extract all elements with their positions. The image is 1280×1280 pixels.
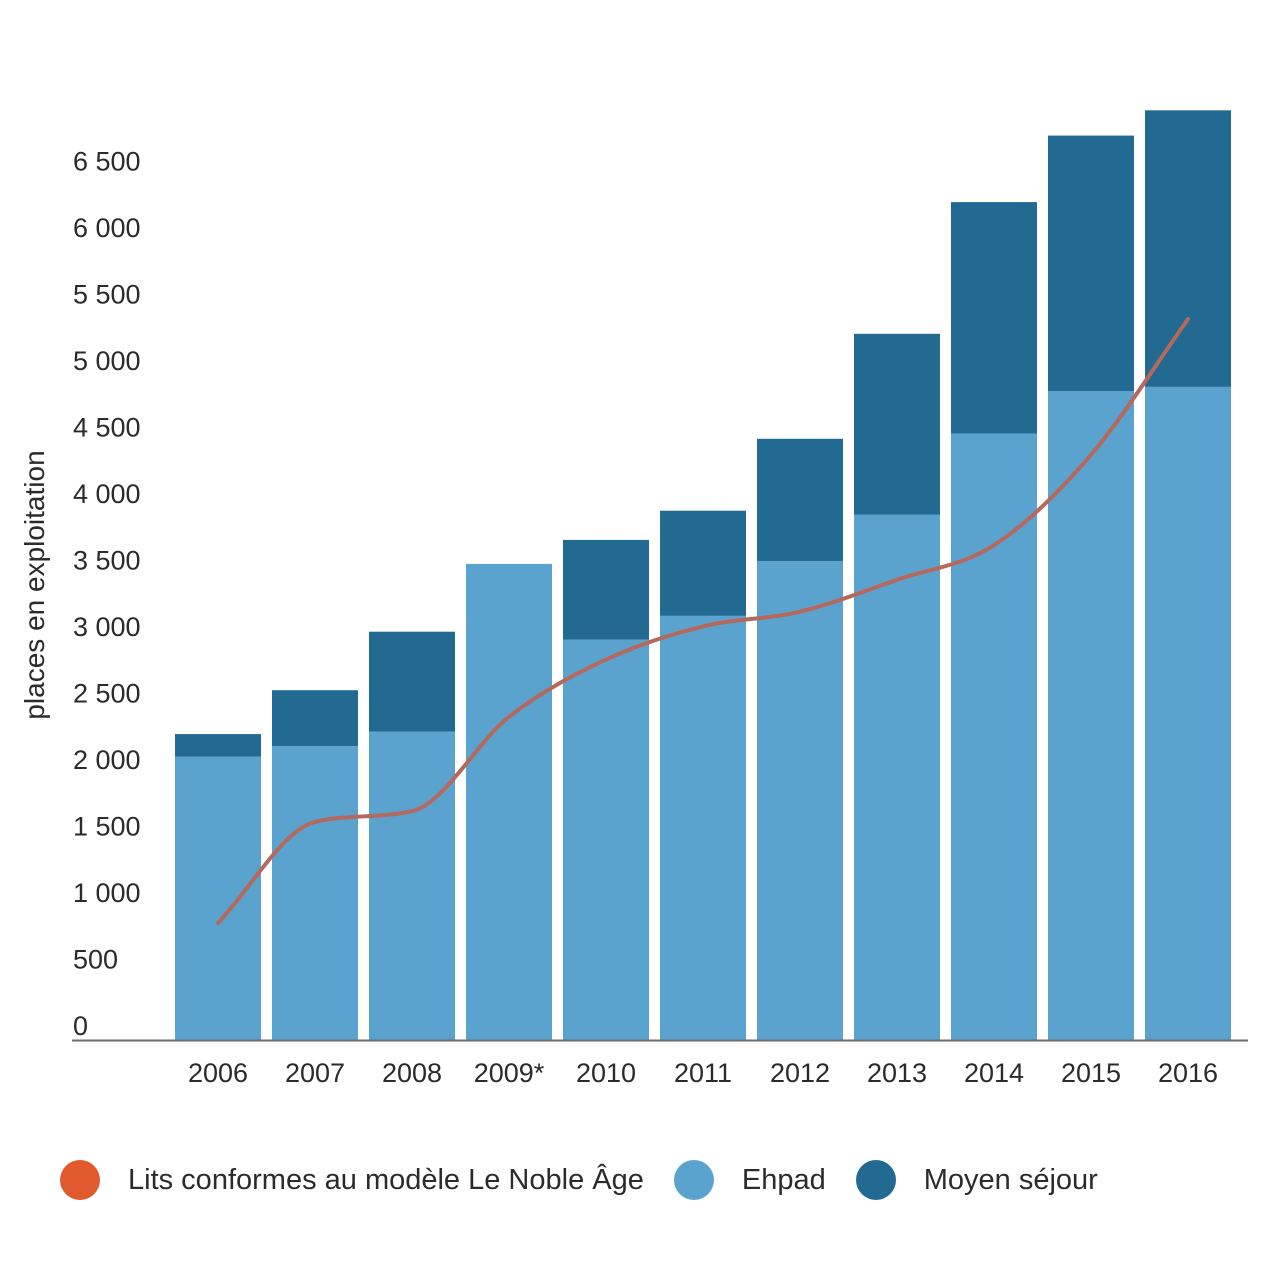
bar-ehpad-2013 xyxy=(854,514,940,1040)
line-lits-conformes xyxy=(216,317,1190,925)
bars xyxy=(175,110,1231,1040)
x-tick-label: 2011 xyxy=(674,1058,732,1088)
x-tick-label: 2014 xyxy=(964,1058,1024,1088)
bar-ehpad-2006 xyxy=(175,756,261,1040)
bar-ehpad-2008 xyxy=(369,731,455,1040)
bar-ehpad-2010 xyxy=(563,639,649,1040)
bar-ehpad-2011 xyxy=(660,615,746,1040)
bar-moyen-s-jour-2012 xyxy=(757,438,843,562)
bar-ehpad-2012 xyxy=(757,561,843,1040)
x-tick-label: 2009* xyxy=(474,1058,545,1088)
x-tick-label: 2013 xyxy=(867,1058,927,1088)
bar-ehpad-2014 xyxy=(951,433,1037,1040)
bar-moyen-s-jour-2016 xyxy=(1145,110,1231,387)
y-tick-label: 3 000 xyxy=(73,612,141,642)
y-tick-label: 0 xyxy=(73,1011,88,1041)
legend-swatch xyxy=(673,1160,714,1200)
legend-label: Moyen séjour xyxy=(923,1163,1098,1196)
y-tick-label: 1 000 xyxy=(73,878,141,908)
legend-label: Lits conformes au modèle Le Noble Âge xyxy=(128,1163,644,1196)
chart-svg: places en exploitation 0 500 1 000 1 500 2 0… xyxy=(19,110,1248,1088)
y-tick-label: 2 500 xyxy=(73,679,141,709)
y-tick-label: 6 000 xyxy=(73,213,141,243)
bar-moyen-s-jour-2006 xyxy=(175,734,261,757)
bar-ehpad-2015 xyxy=(1048,391,1134,1040)
x-tick-label: 2007 xyxy=(285,1058,345,1088)
y-tick-label: 6 500 xyxy=(73,147,141,177)
bar-moyen-s-jour-2008 xyxy=(369,631,455,732)
bar-moyen-s-jour-2010 xyxy=(563,539,649,640)
y-tick-label: 4 500 xyxy=(73,413,141,443)
y-tick-label: 2 000 xyxy=(73,745,141,775)
legend-swatch xyxy=(60,1160,100,1200)
bar-moyen-s-jour-2015 xyxy=(1048,135,1134,391)
bar-moyen-s-jour-2014 xyxy=(951,202,1037,434)
y-tick-label: 5 000 xyxy=(73,346,141,376)
x-tick-label: 2008 xyxy=(382,1058,442,1088)
y-tick-label: 500 xyxy=(73,945,118,975)
bar-ehpad-2016 xyxy=(1145,387,1231,1040)
x-tick-label: 2006 xyxy=(188,1058,248,1088)
legend-swatch xyxy=(855,1160,896,1200)
y-tick-label: 3 500 xyxy=(73,546,141,576)
x-tick-label: 2016 xyxy=(1158,1058,1218,1088)
y-tick-label: 5 500 xyxy=(73,280,141,310)
legend: Lits conformes au modèle Le Noble Âge Ehp… xyxy=(60,1158,1128,1202)
legend-label: Ehpad xyxy=(741,1163,826,1196)
legend-item: Lits conformes au modèle Le Noble Âge xyxy=(60,1160,644,1200)
bar-moyen-s-jour-2011 xyxy=(660,510,746,616)
y-tick-label: 1 500 xyxy=(73,812,141,842)
x-tick-label: 2012 xyxy=(770,1058,830,1088)
y-tick-label: 4 000 xyxy=(73,479,141,509)
bar-ehpad-2009 xyxy=(466,563,552,1040)
legend-item: Ehpad xyxy=(673,1160,826,1200)
x-tick-label: 2010 xyxy=(576,1058,636,1088)
x-tick-label: 2015 xyxy=(1061,1058,1121,1088)
y-axis-title: places en exploitation xyxy=(19,450,50,719)
bar-moyen-s-jour-2013 xyxy=(854,333,940,515)
legend-item: Moyen séjour xyxy=(855,1160,1098,1200)
bar-moyen-s-jour-2007 xyxy=(272,690,358,747)
bar-ehpad-2007 xyxy=(272,746,358,1040)
